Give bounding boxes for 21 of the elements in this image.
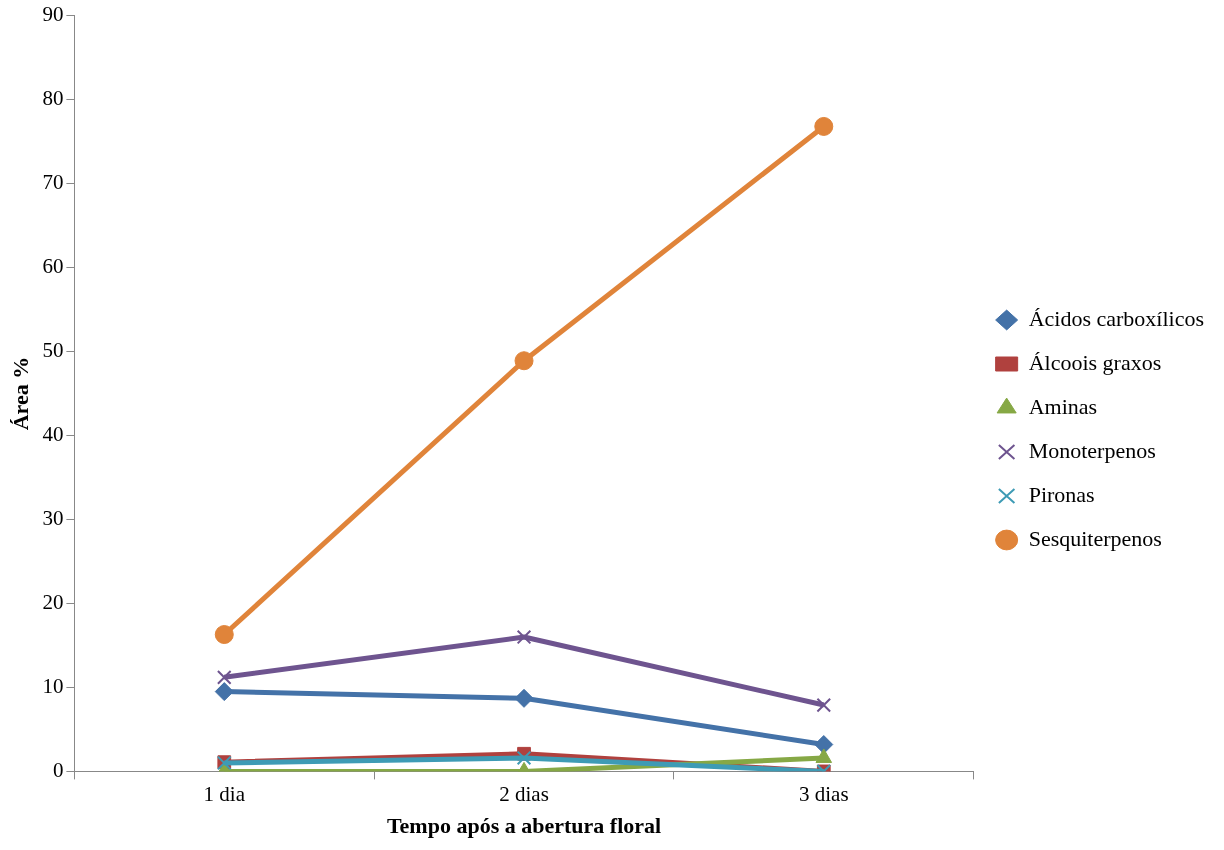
x-axis-title: Tempo após a abertura floral bbox=[386, 813, 662, 839]
y-tick-label: 20 bbox=[42, 589, 64, 614]
x-tick-label: 1 dia bbox=[203, 781, 246, 806]
legend-label: Aminas bbox=[1028, 393, 1098, 419]
y-tick-label: 30 bbox=[42, 505, 64, 530]
y-tick-label: 40 bbox=[42, 422, 64, 446]
legend-label: Sesquiterpenos bbox=[1028, 525, 1162, 551]
legend-label: Monoterpenos bbox=[1028, 437, 1156, 463]
y-tick-label: 50 bbox=[42, 338, 64, 363]
y-tick-label: 80 bbox=[42, 86, 64, 111]
legend-label: Álcoois graxos bbox=[1028, 349, 1162, 375]
y-tick-label: 0 bbox=[52, 757, 64, 782]
y-tick-label: 10 bbox=[42, 673, 64, 698]
y-tick-label: 90 bbox=[42, 2, 64, 27]
legend-label: Ácidos carboxílicos bbox=[1028, 305, 1205, 331]
x-tick-label: 3 dias bbox=[798, 781, 849, 806]
y-axis-title: Área % bbox=[7, 356, 33, 431]
x-tick-label: 2 dias bbox=[499, 781, 549, 806]
y-tick-label: 70 bbox=[42, 170, 64, 195]
y-tick-label: 60 bbox=[42, 254, 64, 279]
legend-label: Pironas bbox=[1028, 481, 1095, 507]
